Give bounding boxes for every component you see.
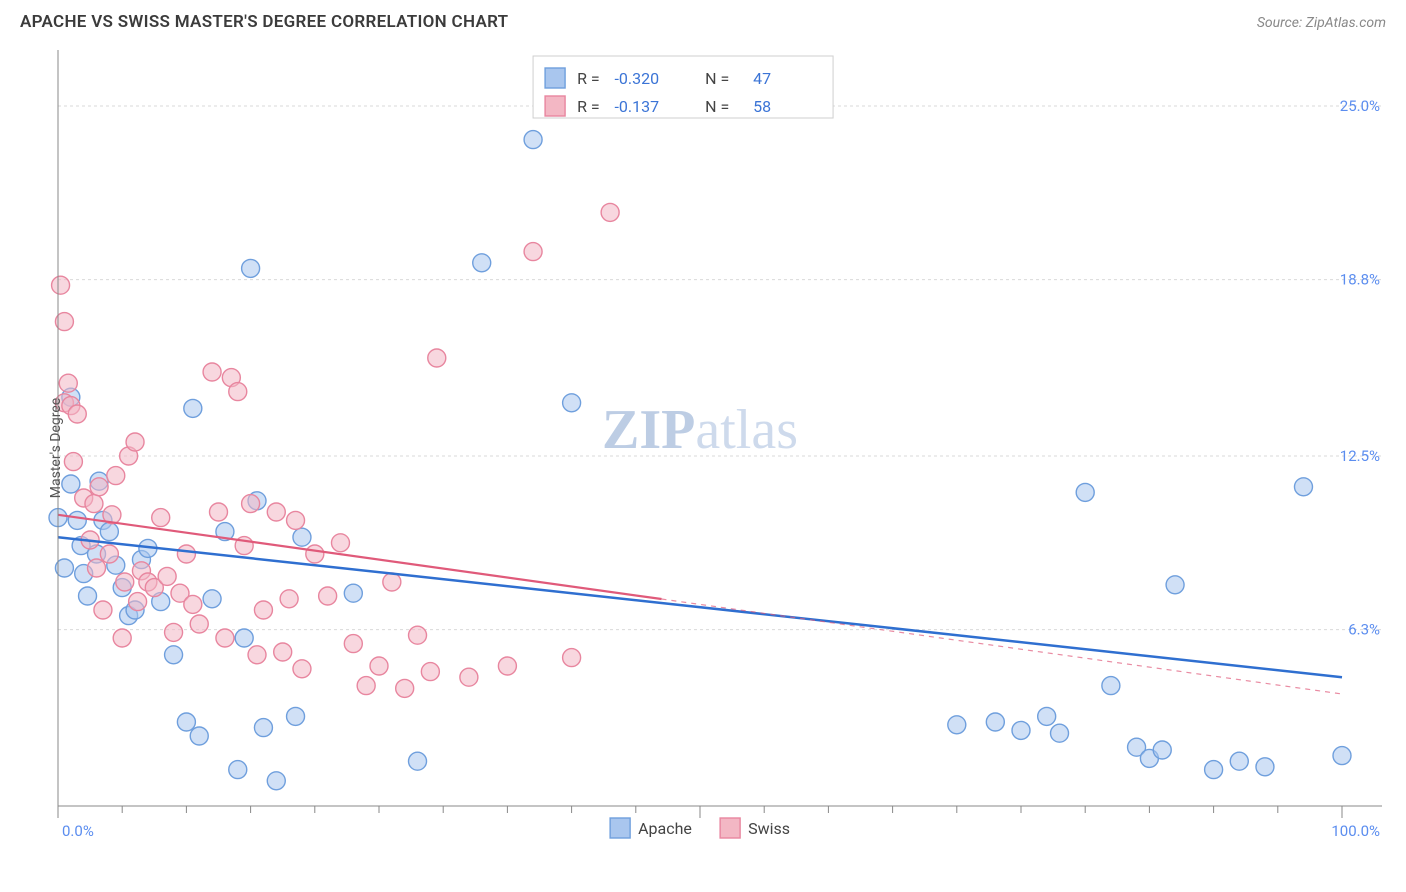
svg-text:18.8%: 18.8%	[1340, 271, 1380, 289]
svg-text:N =: N =	[705, 69, 729, 88]
svg-text:Swiss: Swiss	[748, 819, 790, 838]
svg-text:100.0%: 100.0%	[1331, 822, 1380, 840]
svg-text:-0.320: -0.320	[614, 69, 659, 88]
svg-text:58: 58	[753, 97, 771, 116]
scatter-chart: 6.3% 12.5% 18.8% 25.0% ZIPatlas 0.0% 100.0% R =…	[12, 38, 1392, 858]
svg-text:Apache: Apache	[638, 819, 692, 838]
svg-text:R =: R =	[577, 97, 600, 116]
svg-text:-0.137: -0.137	[614, 97, 659, 116]
svg-text:R =: R =	[577, 69, 600, 88]
y-axis-label: Master's Degree	[48, 398, 64, 498]
svg-text:0.0%: 0.0%	[62, 822, 94, 840]
chart-header: APACHE VS SWISS MASTER'S DEGREE CORRELAT…	[12, 12, 1394, 38]
svg-text:ZIPatlas: ZIPatlas	[602, 399, 798, 461]
source-label: Source: ZipAtlas.com	[1257, 15, 1386, 31]
svg-text:6.3%: 6.3%	[1348, 621, 1380, 639]
chart-container: Master's Degree 6.3% 12.5% 18.8% 25.0% ZIPat…	[12, 38, 1392, 858]
svg-text:25.0%: 25.0%	[1340, 97, 1380, 115]
svg-text:47: 47	[753, 69, 771, 88]
chart-title: APACHE VS SWISS MASTER'S DEGREE CORRELAT…	[20, 12, 508, 32]
svg-text:12.5%: 12.5%	[1340, 447, 1380, 465]
svg-text:N =: N =	[705, 97, 729, 116]
